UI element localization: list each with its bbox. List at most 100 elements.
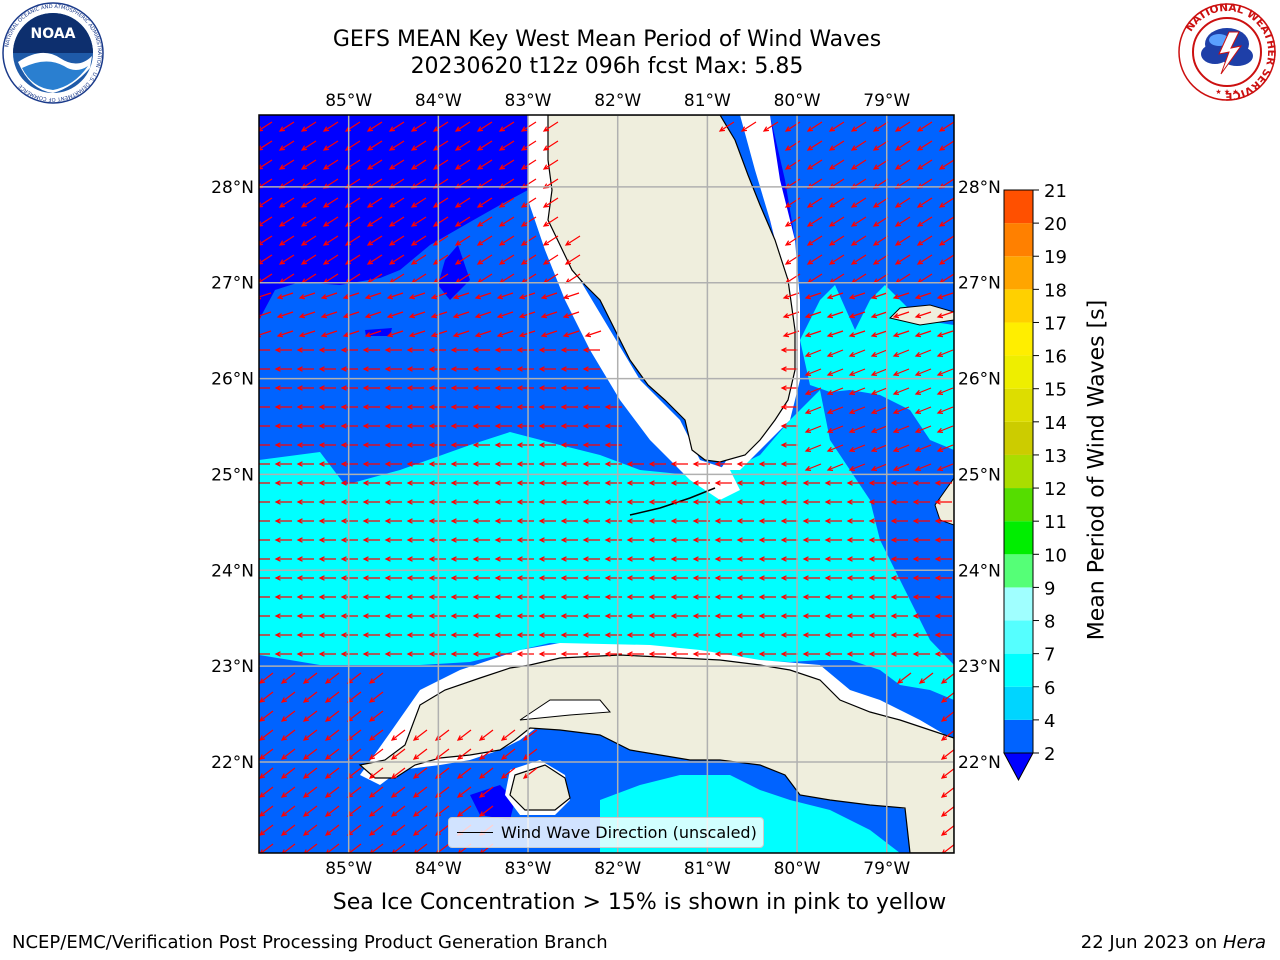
lat-label-left: 23°N [211, 657, 254, 677]
wind-wave-arrow [388, 254, 405, 265]
colorbar-segment [1004, 322, 1033, 356]
wind-wave-arrow [259, 425, 270, 427]
wind-wave-arrow [940, 711, 954, 722]
wind-wave-arrow [914, 444, 932, 452]
wind-wave-arrow [406, 594, 424, 600]
wind-wave-arrow [938, 197, 954, 208]
wind-wave-arrow [560, 347, 578, 353]
wind-wave-arrow [390, 767, 406, 779]
wind-wave-arrow [806, 121, 823, 132]
wind-wave-arrow [560, 518, 578, 524]
wind-wave-arrow [916, 140, 933, 151]
wind-wave-arrow [388, 140, 405, 151]
wind-wave-arrow [870, 387, 888, 395]
wind-wave-arrow [848, 349, 866, 357]
wind-wave-arrow [914, 425, 932, 433]
wind-wave-arrow [474, 311, 492, 319]
wind-wave-arrow [934, 499, 952, 505]
wind-wave-arrow [406, 632, 424, 638]
colorbar-segment [1004, 289, 1033, 323]
wind-wave-arrow [274, 366, 292, 372]
wind-wave-arrow [454, 216, 471, 227]
wind-wave-arrow [322, 254, 339, 265]
wind-wave-arrow [450, 423, 468, 429]
wind-wave-arrow [890, 632, 908, 638]
wind-wave-arrow [582, 480, 600, 486]
wind-wave-arrow [802, 480, 820, 486]
wind-wave-arrow [520, 121, 537, 132]
wind-wave-arrow [478, 805, 494, 817]
wind-wave-arrow [384, 461, 402, 467]
wind-wave-arrow [450, 537, 468, 543]
wind-wave-arrow [868, 575, 886, 581]
wind-wave-arrow [826, 311, 844, 319]
colorbar-segment [1004, 719, 1033, 753]
wind-wave-arrow [828, 254, 845, 265]
wind-wave-arrow [604, 404, 622, 410]
wind-wave-arrow [406, 575, 424, 581]
wind-wave-arrow [318, 651, 336, 657]
wind-wave-arrow [300, 121, 317, 132]
wind-wave-arrow [388, 235, 405, 246]
footer-date: 22 Jun 2023 on Hera [1081, 932, 1266, 953]
wind-wave-arrow [274, 480, 292, 486]
wind-wave-arrow [296, 594, 314, 600]
wind-wave-arrow [410, 254, 427, 265]
wind-wave-arrow [368, 691, 384, 703]
wind-wave-arrow [384, 594, 402, 600]
wind-wave-arrow [538, 632, 556, 638]
wind-wave-arrow [274, 423, 292, 429]
wind-wave-arrow [872, 159, 889, 170]
wind-wave-arrow [802, 556, 820, 562]
wind-wave-arrow [368, 824, 384, 836]
wind-wave-arrow [364, 311, 382, 319]
wind-wave-arrow [362, 404, 380, 410]
wind-wave-arrow [366, 121, 383, 132]
colorbar-segment [1004, 488, 1033, 522]
wind-wave-arrow [542, 140, 559, 151]
colorbar-segment [1004, 421, 1033, 455]
wind-wave-arrow [410, 121, 427, 132]
wind-wave-arrow [868, 594, 886, 600]
colorbar-tick-label: 4 [1044, 711, 1055, 732]
wind-wave-arrow [540, 330, 558, 338]
wind-wave-arrow [850, 159, 867, 170]
wind-wave-arrow [804, 406, 822, 414]
colorbar-tick-label: 9 [1044, 578, 1055, 599]
wind-wave-arrow [538, 366, 556, 372]
wind-wave-arrow [450, 632, 468, 638]
wind-wave-arrow [940, 825, 954, 836]
wind-wave-arrow [494, 385, 512, 391]
wind-wave-arrow [384, 518, 402, 524]
wind-wave-arrow [826, 425, 844, 433]
wind-wave-arrow [804, 349, 822, 357]
colorbar-label: Mean Period of Wind Waves [s] [1084, 299, 1110, 641]
wind-wave-arrow [388, 197, 405, 208]
wind-wave-arrow [362, 632, 380, 638]
colorbar-tick-label: 14 [1044, 413, 1067, 434]
wind-wave-arrow [276, 311, 294, 319]
wind-wave-arrow [302, 748, 318, 760]
wind-wave-arrow [366, 254, 383, 265]
wind-wave-arrow [828, 235, 845, 246]
wind-wave-arrow [296, 613, 314, 619]
wind-wave-arrow [362, 461, 380, 467]
wind-wave-arrow [280, 672, 296, 684]
wind-wave-arrow [494, 480, 512, 486]
wind-wave-arrow [300, 197, 317, 208]
wind-wave-arrow [450, 556, 468, 562]
wind-wave-arrow [406, 499, 424, 505]
wind-wave-arrow [368, 672, 384, 684]
wind-wave-arrow [868, 632, 886, 638]
wind-wave-arrow [670, 480, 688, 486]
wind-wave-arrow [494, 518, 512, 524]
wind-wave-arrow [456, 786, 472, 798]
map-legend: Wind Wave Direction (unscaled) [448, 817, 764, 848]
wind-wave-arrow [456, 729, 472, 741]
wind-wave-arrow [582, 385, 600, 391]
legend-label: Wind Wave Direction (unscaled) [501, 823, 757, 842]
wind-wave-arrow [472, 480, 490, 486]
wind-wave-arrow [736, 480, 754, 486]
wind-wave-arrow [804, 387, 822, 395]
wind-wave-arrow [474, 330, 492, 338]
